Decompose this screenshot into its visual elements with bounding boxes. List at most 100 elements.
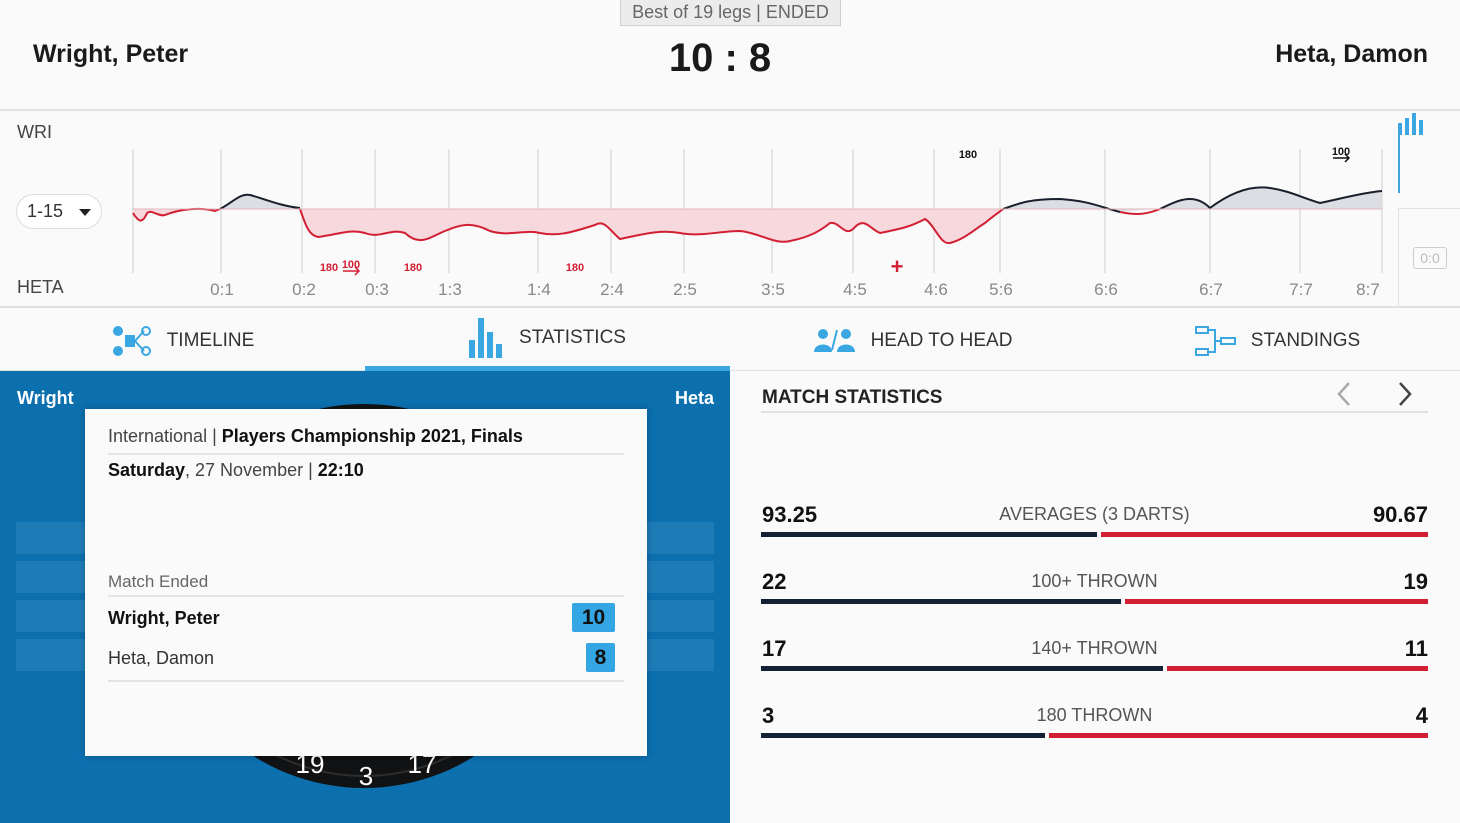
graph-side-panel: 0:0: [1398, 113, 1460, 308]
board-left-label: Wright: [17, 388, 74, 408]
stat-bar-left: [761, 599, 1121, 604]
x-label: 0:1: [210, 280, 234, 299]
chevron-left-icon[interactable]: [1334, 379, 1356, 409]
marker-180-heta: 180: [320, 262, 338, 274]
x-label: 1:4: [527, 280, 551, 299]
match-status: Match Ended: [108, 572, 209, 591]
match-day: Saturday: [108, 460, 186, 480]
tab-standings-label: STANDINGS: [1250, 329, 1361, 351]
stat-bar-left: [761, 733, 1045, 738]
momentum-chart: 0:1 0:2 0:3 1:3 1:4 2:4 2:5 3:5 4:5 4:6 …: [132, 146, 1383, 299]
side-panel-divider: [1398, 208, 1460, 308]
marker-180-heta: 180: [404, 262, 422, 274]
x-label: 1:3: [438, 280, 462, 299]
momentum-area-wright: [220, 194, 300, 209]
caret-down-icon: [79, 209, 91, 216]
stat-label: 140+ THROWN: [1031, 638, 1158, 658]
x-label: 2:4: [600, 280, 624, 299]
tab-statistics[interactable]: STATISTICS: [365, 310, 730, 371]
tournament-name: Players Championship 2021, Finals: [221, 426, 523, 446]
divider: [108, 595, 624, 597]
x-label: 5:6: [989, 280, 1013, 299]
checkout-arrow-icons: [343, 153, 1351, 276]
stat-bar-left: [761, 532, 1097, 537]
tournament-separator: |: [207, 426, 222, 446]
graph-code-bottom: HETA: [17, 277, 64, 297]
momentum-area-heta: [133, 208, 220, 221]
divider: [108, 453, 624, 455]
timeline-icon: [112, 325, 151, 356]
bar-chart-icon[interactable]: [1398, 113, 1424, 135]
stat-left-value: 93.25: [762, 502, 818, 527]
x-label: 0:3: [365, 280, 389, 299]
title-divider: [761, 411, 1428, 413]
stat-bar-left: [761, 666, 1163, 671]
momentum-line: [219, 193, 301, 210]
tab-head-to-head[interactable]: HEAD TO HEAD: [730, 310, 1095, 371]
statistics-icon: [469, 318, 503, 358]
marker-180-wright: 180: [959, 149, 977, 161]
stat-right-value: 11: [1404, 636, 1428, 661]
stat-bar-right: [1101, 532, 1428, 537]
stat-row-180: 180 THROWN 3 4: [761, 703, 1428, 743]
tab-standings[interactable]: STANDINGS: [1095, 310, 1460, 371]
x-label: 7:7: [1289, 280, 1313, 299]
x-label: 2:5: [673, 280, 697, 299]
tab-timeline-label: TIMELINE: [166, 329, 255, 351]
stat-row-140-plus: 140+ THROWN 17 11: [761, 636, 1428, 676]
match-statistics-panel: MATCH STATISTICS AVERAGES (3 DARTS) 93.2…: [730, 371, 1460, 823]
dartboard-panel: 19 3 17 Wright Heta International | Play…: [0, 371, 730, 823]
match-date: , 27 November |: [185, 460, 318, 480]
x-label: 3:5: [761, 280, 785, 299]
match-info-card: International | Players Championship 202…: [85, 409, 647, 756]
head-to-head-icon: [813, 328, 855, 352]
momentum-line-wright-3: [1159, 186, 1383, 210]
match-datetime: Saturday, 27 November | 22:10: [108, 460, 364, 481]
standings-icon: [1194, 325, 1236, 356]
tab-statistics-label: STATISTICS: [519, 327, 626, 348]
board-number: 3: [359, 761, 373, 789]
match-score: 10 : 8: [668, 36, 772, 80]
card-player1-score: 10: [572, 603, 615, 632]
tab-head-to-head-label: HEAD TO HEAD: [870, 329, 1013, 351]
tournament-line: International | Players Championship 202…: [108, 426, 523, 447]
reset-zoom-button[interactable]: 0:0: [1413, 247, 1447, 269]
stat-label: AVERAGES (3 DARTS): [999, 504, 1190, 524]
momentum-graph: WRI HETA 1-15: [0, 113, 1460, 308]
x-label: 8:7: [1356, 280, 1380, 299]
match-header: Best of 19 legs | ENDED Wright, Peter 10…: [0, 0, 1460, 111]
x-label: 4:5: [843, 280, 867, 299]
tab-timeline[interactable]: TIMELINE: [0, 310, 365, 371]
leg-range-select[interactable]: 1-15: [16, 194, 102, 229]
x-label: 4:6: [924, 280, 948, 299]
player-left-name: Wright, Peter: [33, 40, 189, 68]
card-player1-name: Wright, Peter: [108, 608, 220, 628]
marker-plus-heta: +: [891, 254, 904, 279]
stat-label: 180 THROWN: [1036, 705, 1153, 725]
x-label: 6:6: [1094, 280, 1118, 299]
stat-left-value: 17: [762, 636, 787, 661]
momentum-line-wright-2: [1002, 197, 1121, 213]
chevron-right-icon[interactable]: [1394, 379, 1416, 409]
player-right-name: Heta, Damon: [1275, 40, 1428, 68]
board-right-label: Heta: [674, 388, 714, 408]
arrow-right-icon: [1333, 153, 1351, 163]
marker-180-heta: 180: [566, 262, 584, 274]
stat-row-100-plus: 100+ THROWN 22 19: [761, 569, 1428, 609]
divider: [108, 680, 624, 682]
stat-label: 100+ THROWN: [1031, 571, 1158, 591]
momentum-area-heta-2: [300, 209, 1003, 244]
card-player2-name: Heta, Damon: [108, 648, 215, 668]
stat-right-value: 4: [1415, 703, 1428, 728]
tournament-category: International: [108, 426, 208, 446]
tab-bar: TIMELINE STATISTICS HEAD TO HEAD: [0, 310, 1460, 371]
stat-right-value: 19: [1403, 569, 1428, 594]
stat-row-averages: AVERAGES (3 DARTS) 93.25 90.67: [761, 502, 1428, 542]
stat-left-value: 22: [762, 569, 787, 594]
x-axis-labels: 0:1 0:2 0:3 1:3 1:4 2:4 2:5 3:5 4:5 4:6 …: [210, 280, 1380, 299]
graph-code-top: WRI: [17, 122, 52, 142]
leg-range-value: 1-15: [27, 201, 64, 221]
x-label: 0:2: [292, 280, 316, 299]
active-indicator: [1398, 125, 1400, 193]
match-format-badge: Best of 19 legs | ENDED: [620, 0, 841, 26]
